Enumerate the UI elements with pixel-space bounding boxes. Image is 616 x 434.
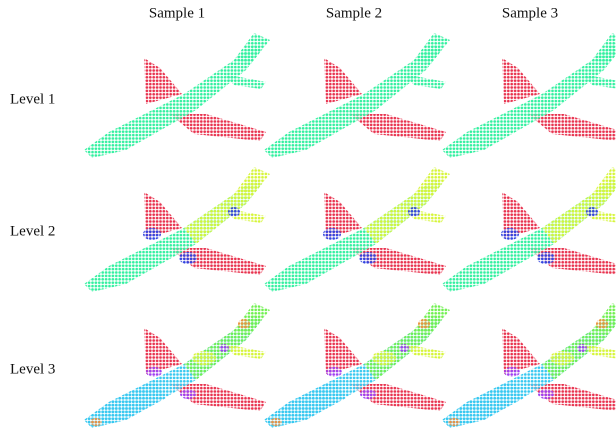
segment	[502, 58, 540, 104]
column-header: Sample 1	[149, 5, 205, 21]
segment	[90, 418, 102, 426]
segment	[238, 319, 250, 329]
point-cloud	[84, 303, 270, 428]
segment	[170, 114, 266, 141]
segment	[146, 367, 162, 377]
segment	[414, 33, 450, 64]
segment	[414, 303, 450, 334]
segment	[326, 367, 342, 377]
segment	[504, 367, 520, 377]
segment	[359, 252, 377, 264]
segment	[179, 252, 197, 264]
segment	[144, 328, 182, 374]
point-cloud	[264, 167, 450, 292]
segment	[360, 389, 376, 399]
point-cloud	[442, 33, 616, 158]
point-cloud	[264, 33, 450, 158]
segment	[501, 228, 519, 240]
segment	[264, 45, 442, 158]
point-cloud	[84, 167, 270, 292]
segment	[144, 58, 182, 104]
segment	[323, 228, 341, 240]
point-cloud	[442, 303, 616, 428]
segment	[408, 207, 420, 217]
segment	[418, 319, 430, 329]
row-label: Level 2	[10, 223, 55, 239]
segment	[143, 228, 161, 240]
segment	[270, 418, 282, 426]
segment	[234, 33, 270, 64]
segment	[228, 207, 240, 217]
segment	[502, 328, 540, 374]
segment	[550, 351, 574, 365]
segment	[372, 351, 396, 365]
segment	[350, 114, 446, 141]
segment	[537, 252, 555, 264]
segment	[414, 167, 450, 198]
segment	[596, 319, 608, 329]
segment	[442, 45, 616, 158]
segment	[399, 344, 409, 352]
segment	[586, 207, 598, 217]
segment	[234, 303, 270, 334]
segment	[577, 344, 587, 352]
column-header: Sample 3	[502, 5, 558, 21]
segment	[234, 167, 270, 198]
segment	[180, 389, 196, 399]
row-label: Level 3	[10, 361, 55, 377]
figure: Sample 1 Sample 2 Sample 3 Level 1 Level…	[0, 0, 616, 434]
segment	[324, 328, 362, 374]
segment	[528, 114, 616, 141]
point-cloud	[442, 167, 616, 292]
segment	[192, 351, 216, 365]
column-header: Sample 2	[326, 5, 382, 21]
segment	[219, 344, 229, 352]
point-cloud	[84, 33, 270, 158]
row-label: Level 1	[10, 91, 55, 107]
segment	[324, 58, 362, 104]
segment	[84, 45, 262, 158]
point-cloud	[264, 303, 450, 428]
segment	[448, 418, 460, 426]
segment	[538, 389, 554, 399]
